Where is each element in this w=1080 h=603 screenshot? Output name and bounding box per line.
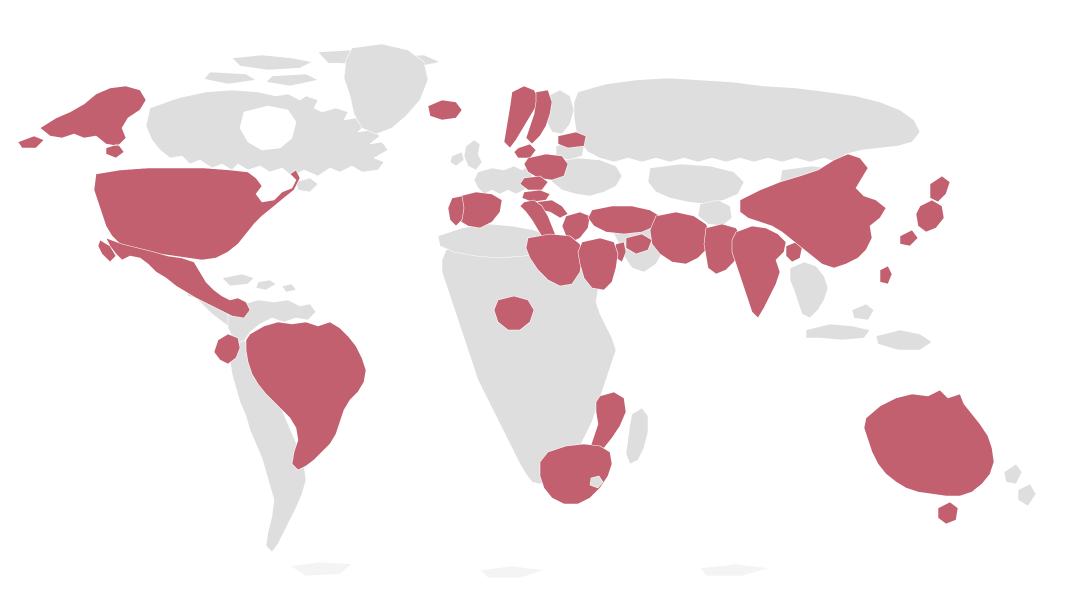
hudson-bay: [240, 106, 296, 150]
country-austria[interactable]: [522, 190, 550, 202]
region-central-asia[interactable]: [648, 164, 744, 204]
region-indonesia[interactable]: [806, 304, 932, 350]
country-portugal[interactable]: [448, 196, 464, 226]
region-caribbean[interactable]: [222, 274, 296, 292]
region-newfoundland[interactable]: [296, 178, 318, 192]
country-greenland[interactable]: [344, 44, 428, 134]
region-eastern-europe[interactable]: [550, 158, 622, 196]
country-syria[interactable]: [626, 234, 652, 254]
region-antarctica-fragment: [290, 562, 770, 578]
country-france-germany[interactable]: [474, 166, 534, 194]
country-nigeria[interactable]: [494, 296, 534, 330]
country-taiwan[interactable]: [880, 266, 892, 284]
country-russia[interactable]: [574, 78, 920, 162]
country-pakistan[interactable]: [704, 224, 742, 274]
country-japan[interactable]: [900, 176, 950, 246]
country-iran[interactable]: [650, 212, 712, 264]
country-turkey[interactable]: [588, 206, 660, 234]
country-iceland[interactable]: [428, 100, 462, 120]
country-china[interactable]: [740, 154, 886, 268]
country-libya[interactable]: [526, 234, 582, 286]
country-mexico[interactable]: [98, 238, 250, 318]
country-sweden[interactable]: [526, 90, 552, 144]
country-united-kingdom[interactable]: [450, 140, 482, 170]
highlighted-countries-layer: [18, 86, 994, 524]
country-alaska[interactable]: [18, 86, 146, 158]
country-south-africa[interactable]: [540, 444, 612, 504]
country-ecuador[interactable]: [214, 334, 240, 364]
default-countries-layer: [146, 44, 1036, 578]
region-southeast-asia[interactable]: [790, 262, 828, 318]
country-australia[interactable]: [864, 390, 994, 524]
country-poland[interactable]: [524, 154, 568, 180]
country-norway[interactable]: [504, 86, 540, 148]
country-madagascar[interactable]: [626, 408, 648, 464]
country-new-zealand[interactable]: [1004, 464, 1036, 506]
country-egypt[interactable]: [578, 238, 618, 290]
country-greece[interactable]: [562, 212, 590, 242]
country-brazil[interactable]: [246, 322, 366, 470]
country-afghanistan[interactable]: [698, 200, 732, 226]
country-czechia[interactable]: [520, 176, 548, 190]
country-india[interactable]: [732, 226, 786, 318]
country-estonia[interactable]: [558, 132, 586, 148]
